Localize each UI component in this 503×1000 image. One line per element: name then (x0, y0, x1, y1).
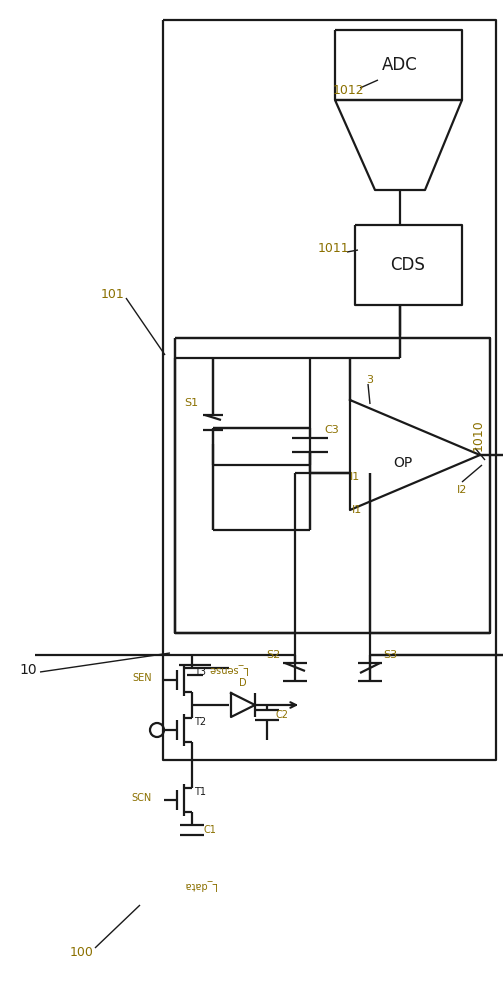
Text: 1011: 1011 (317, 241, 349, 254)
Text: OP: OP (393, 456, 412, 470)
Text: ADC: ADC (382, 56, 418, 74)
Text: C1: C1 (204, 825, 216, 835)
Text: 10: 10 (19, 663, 37, 677)
Text: 3: 3 (367, 375, 374, 385)
Text: 1012: 1012 (332, 84, 364, 97)
Text: SEN: SEN (132, 673, 152, 683)
Text: SCN: SCN (132, 793, 152, 803)
Text: 101: 101 (101, 288, 125, 302)
Text: L_sense: L_sense (209, 664, 247, 674)
Text: 1010: 1010 (471, 419, 484, 451)
Text: 100: 100 (70, 946, 94, 960)
Text: I1: I1 (350, 472, 360, 482)
Text: CDS: CDS (390, 256, 426, 274)
Text: I2: I2 (457, 485, 467, 495)
Text: T2: T2 (194, 717, 206, 727)
Text: I1: I1 (352, 505, 362, 515)
Text: S3: S3 (383, 650, 397, 660)
Text: T3: T3 (194, 667, 206, 677)
Text: T1: T1 (194, 787, 206, 797)
Text: D: D (239, 678, 247, 688)
Text: S1: S1 (184, 398, 198, 408)
Text: C3: C3 (324, 425, 340, 435)
Text: L_data: L_data (184, 880, 216, 890)
Text: S2: S2 (266, 650, 280, 660)
Text: C2: C2 (276, 710, 289, 720)
